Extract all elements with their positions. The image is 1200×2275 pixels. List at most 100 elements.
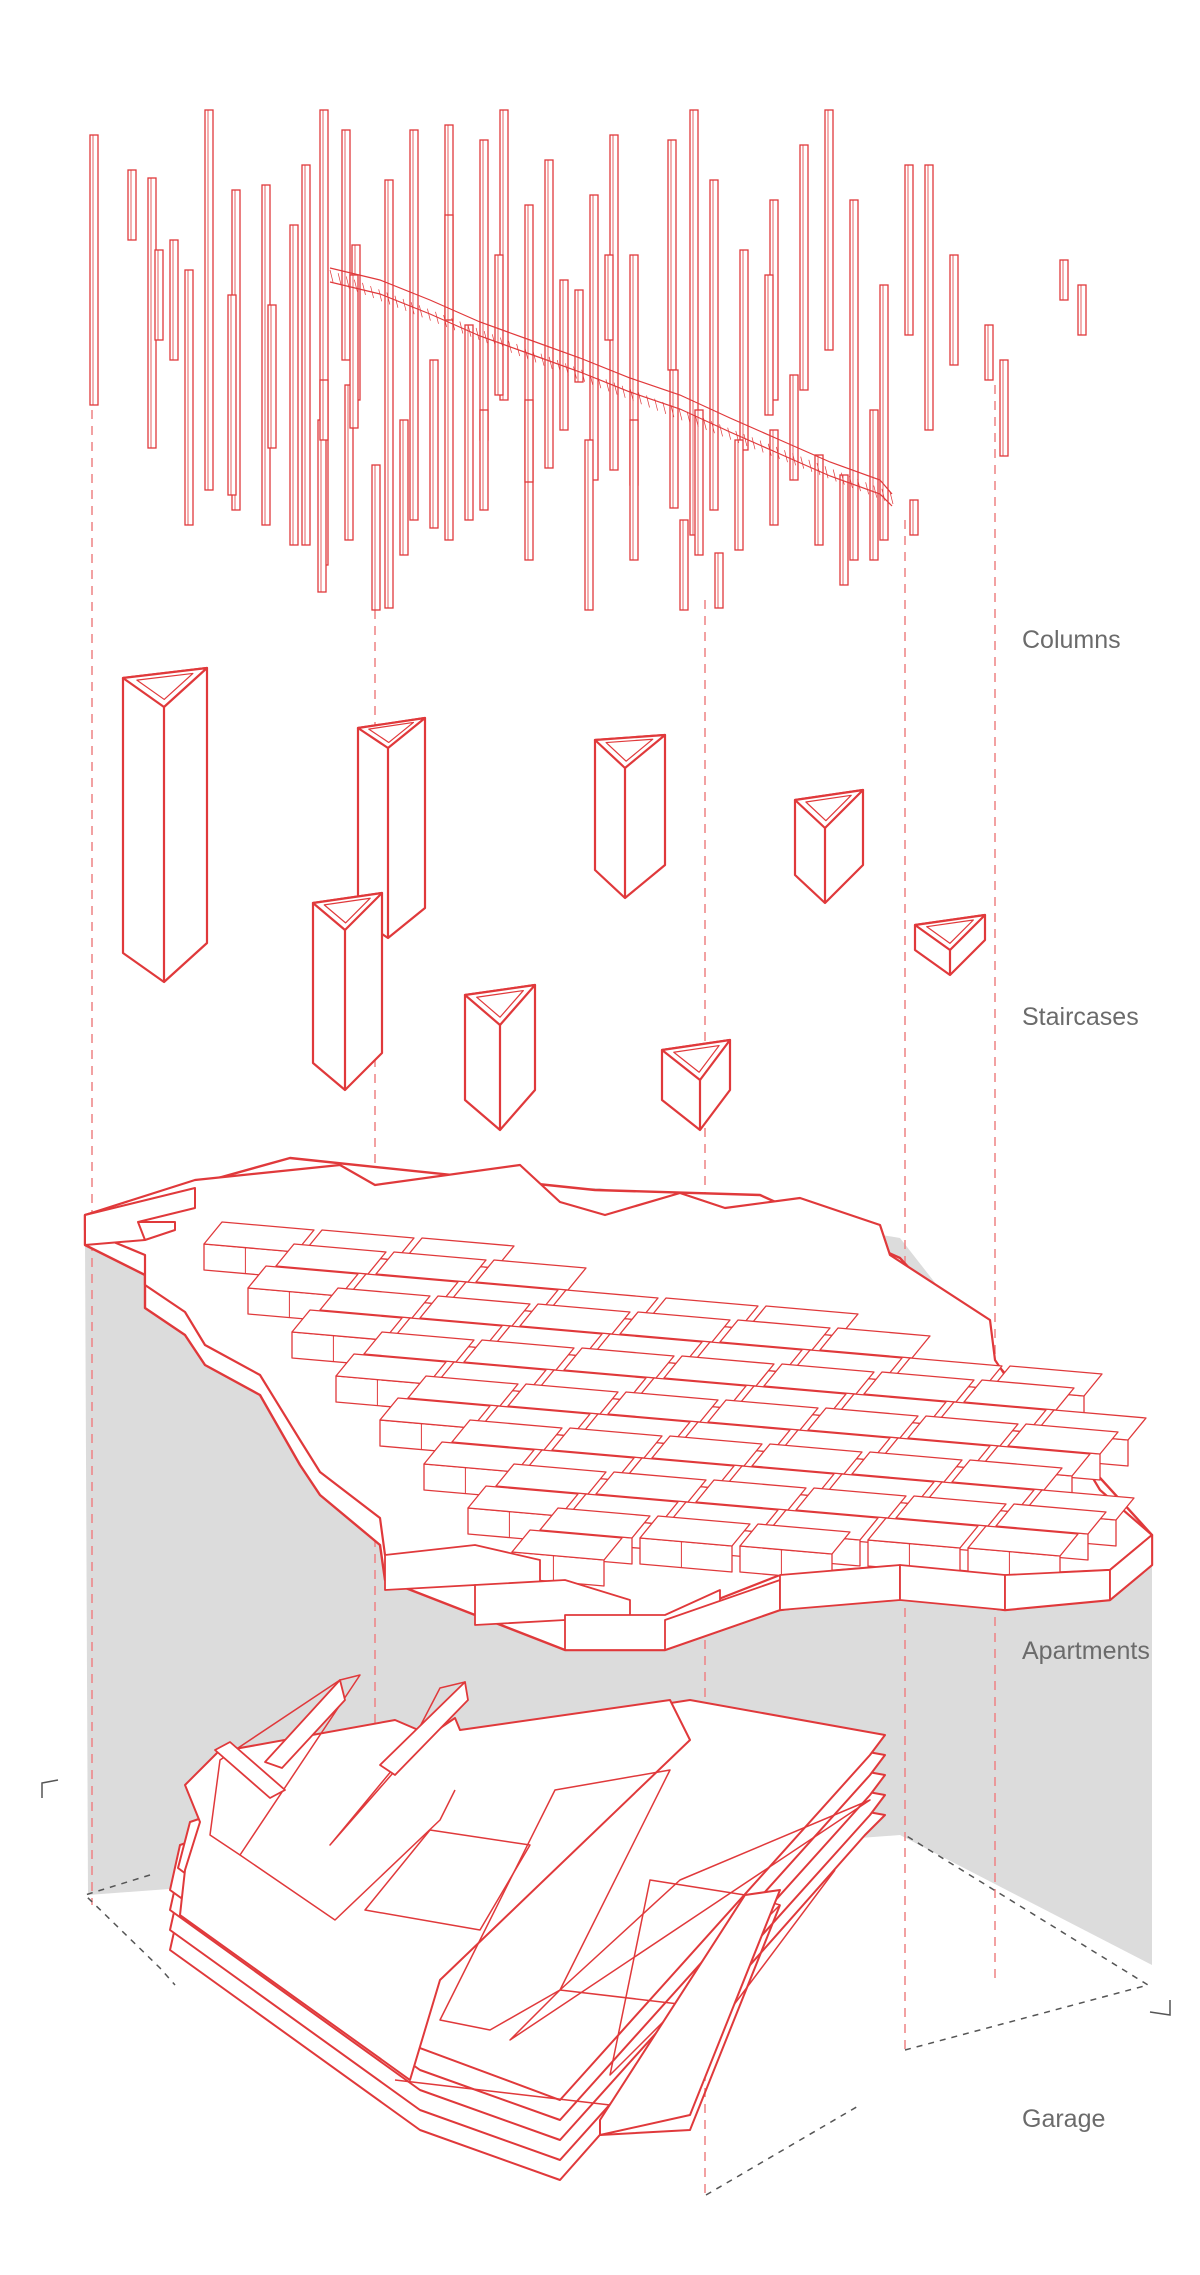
apartment-module <box>739 1523 851 1581</box>
module-top <box>595 1471 707 1503</box>
column <box>341 129 351 361</box>
module-top <box>739 1523 851 1555</box>
stair-tread <box>427 308 431 321</box>
stair-tread <box>702 417 707 431</box>
stair-tread <box>638 392 642 405</box>
module-top <box>475 1259 587 1291</box>
column <box>444 124 454 541</box>
module-top <box>907 1415 1019 1447</box>
stair-tread <box>451 318 456 331</box>
column <box>714 552 724 609</box>
module-top <box>451 1419 563 1451</box>
stair-tread <box>540 353 545 366</box>
stair-tread <box>857 479 861 492</box>
module-top <box>379 1397 491 1429</box>
stair-tread <box>410 302 415 315</box>
garage-upper-panels <box>214 1679 469 1799</box>
module-top <box>407 1375 519 1407</box>
column <box>764 274 774 416</box>
column <box>849 199 859 561</box>
prism-top-inner <box>926 919 974 944</box>
stair-tread <box>402 298 407 312</box>
stair-tread <box>345 276 350 289</box>
module-top <box>511 1529 623 1561</box>
module-top <box>1007 1423 1119 1455</box>
staircase-prism <box>660 1038 732 1132</box>
stair-tread <box>337 273 342 286</box>
stair-tread <box>589 372 594 386</box>
apartment-module <box>247 1265 359 1323</box>
stair-tread <box>597 376 602 389</box>
stair-tread <box>394 295 399 308</box>
garage-label: Garage <box>1022 2105 1106 2133</box>
stair-tread <box>727 427 732 440</box>
stair-tread <box>776 446 780 460</box>
garage-ramp-strip <box>599 1889 781 2136</box>
staircase-prism <box>593 733 667 900</box>
stair-tread <box>565 363 569 376</box>
column-stair-band <box>329 267 894 507</box>
column <box>769 429 779 526</box>
stair-tread <box>508 340 512 353</box>
module-top <box>375 1251 487 1283</box>
module-top <box>663 1355 775 1387</box>
column <box>824 109 834 351</box>
stair-tread <box>816 462 821 476</box>
column <box>494 254 504 396</box>
column <box>289 224 299 546</box>
stair-tread <box>767 443 772 456</box>
stair-tread <box>670 405 675 418</box>
column <box>524 399 534 483</box>
prism-top-inner <box>805 794 852 822</box>
stair-tread <box>548 356 553 369</box>
stair-tread <box>711 421 715 434</box>
stair-tread <box>459 321 464 334</box>
module-top <box>751 1443 863 1475</box>
module-top <box>651 1435 763 1467</box>
column <box>709 179 719 511</box>
stair-tread <box>467 324 472 337</box>
module-top <box>819 1327 931 1359</box>
staircase-prism <box>913 913 987 977</box>
column <box>479 409 489 511</box>
module-top <box>807 1407 919 1439</box>
module-top <box>863 1371 975 1403</box>
stair-tread <box>443 314 447 328</box>
column <box>127 169 137 241</box>
staircase-prism <box>793 788 865 905</box>
module-top <box>619 1311 731 1343</box>
column <box>689 109 699 536</box>
stair-tread <box>573 366 577 379</box>
prism-top-inner <box>476 989 524 1018</box>
stair-tread <box>613 382 618 395</box>
module-top <box>867 1517 979 1549</box>
column <box>879 284 889 541</box>
column <box>344 384 354 541</box>
stair-tread <box>832 469 837 482</box>
stair-tread <box>386 292 391 305</box>
stair-tread <box>491 334 496 347</box>
column <box>799 144 809 391</box>
stair-tread <box>524 347 529 360</box>
column <box>154 249 164 341</box>
staircase-prism <box>356 716 427 940</box>
column <box>204 109 214 491</box>
staircase-prism <box>463 983 537 1132</box>
stair-tread <box>500 337 504 350</box>
module-top <box>247 1265 359 1297</box>
column <box>839 474 849 586</box>
stair-tread <box>581 369 585 382</box>
module-top <box>763 1363 875 1395</box>
column <box>739 249 749 451</box>
stair-tread <box>800 456 805 469</box>
module-top <box>967 1525 1079 1557</box>
columns-layer <box>89 109 1087 611</box>
staircase-prism <box>311 891 384 1092</box>
module-top <box>419 1295 531 1327</box>
column <box>789 374 799 481</box>
column <box>319 379 329 441</box>
column <box>814 454 824 546</box>
apartment-left-notch <box>84 1187 196 1246</box>
stair-tread <box>605 379 610 392</box>
column <box>669 369 679 509</box>
